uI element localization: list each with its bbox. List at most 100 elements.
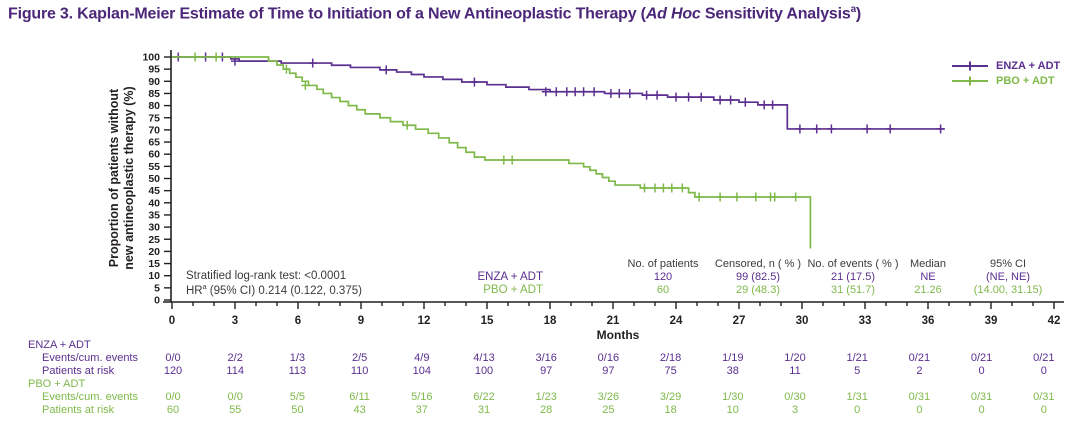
risk-value: 0/0	[165, 352, 181, 364]
risk-value: 114	[226, 365, 244, 377]
title-prefix: Figure 3. Kaplan-Meier Estimate of Time …	[8, 5, 646, 23]
risk-value: 0	[1040, 404, 1047, 416]
legend-label-pbo: PBO + ADT	[996, 74, 1055, 87]
risk-value: 0/0	[165, 391, 181, 403]
y-tick-label: 65	[148, 137, 160, 149]
logrank-text: Stratified log-rank test: <0.0001	[186, 270, 347, 282]
x-tick-label: 27	[733, 315, 746, 327]
x-tick-label: 36	[922, 315, 935, 327]
risk-value: 5/5	[289, 391, 306, 403]
risk-value: 0/30	[784, 391, 806, 403]
risk-row-label: Events/cum. events	[42, 391, 138, 403]
risk-value: 3	[791, 404, 799, 416]
risk-value: 4/9	[414, 352, 430, 364]
summary-header: Censored, n ( % )	[714, 258, 802, 270]
risk-value: 0/31	[1033, 391, 1055, 403]
risk-row-label: Patients at risk	[42, 404, 115, 416]
y-tick-label: 100	[142, 52, 160, 64]
risk-value: 5	[854, 365, 861, 377]
title-italic: Ad Hoc	[645, 5, 701, 23]
risk-value: 38	[726, 365, 739, 377]
summary-group-label-enza: ENZA + ADT	[477, 271, 543, 283]
title-close: )	[855, 5, 862, 23]
x-tick-label: 42	[1048, 315, 1061, 327]
summary-cell: 21.26	[914, 284, 942, 296]
risk-value: 3/29	[659, 391, 682, 403]
pbo-line-swatch-icon	[952, 76, 988, 85]
risk-value: 1/20	[784, 352, 806, 364]
risk-value: 0/21	[1033, 352, 1055, 364]
y-tick-label: 40	[148, 197, 160, 209]
risk-value: 11	[789, 365, 801, 377]
title-suffix: Sensitivity Analysis	[700, 5, 851, 23]
risk-value: 50	[291, 404, 304, 416]
y-tick-label: 15	[148, 258, 160, 270]
x-tick-label: 24	[670, 315, 683, 327]
risk-value: 97	[602, 365, 615, 377]
x-tick-label: 12	[418, 315, 431, 327]
risk-value: 100	[474, 365, 494, 377]
risk-group-label: PBO + ADT	[28, 378, 86, 390]
risk-group-label: ENZA + ADT	[28, 339, 91, 351]
y-tick-label: 55	[148, 161, 160, 173]
risk-value: 2/2	[227, 352, 243, 364]
x-tick-label: 0	[169, 315, 175, 327]
risk-value: 0/21	[970, 352, 993, 364]
summary-cell: 29 (48.3)	[735, 284, 781, 296]
risk-value: 2/5	[351, 352, 368, 364]
risk-value: 3/26	[597, 391, 620, 403]
x-tick-label: 3	[232, 315, 238, 327]
km-curve-pbo	[172, 56, 812, 249]
y-tick-label: 95	[148, 64, 160, 76]
x-tick-label: 15	[481, 315, 494, 327]
risk-value: 113	[288, 365, 307, 377]
y-tick-label: 45	[148, 185, 160, 197]
summary-cell: 60	[656, 284, 670, 296]
x-axis-label: Months	[596, 328, 640, 342]
risk-value: 31	[477, 404, 491, 416]
risk-value: 97	[540, 365, 553, 377]
risk-value: 60	[166, 404, 180, 416]
km-curve-enza	[172, 56, 945, 130]
risk-row-label: Patients at risk	[42, 365, 115, 377]
summary-cell: (14.00, 31.15)	[973, 284, 1043, 296]
risk-value: 120	[163, 365, 183, 377]
risk-value: 55	[229, 404, 242, 416]
summary-header: Median	[909, 258, 947, 270]
risk-value: 0	[916, 404, 923, 416]
risk-value: 18	[664, 404, 677, 416]
x-tick-label: 18	[544, 315, 557, 327]
risk-value: 0	[1040, 365, 1047, 377]
risk-value: 43	[353, 404, 366, 416]
x-tick-label: 6	[295, 315, 301, 327]
risk-value: 5/16	[411, 391, 433, 403]
y-tick-label: 20	[148, 246, 160, 258]
y-tick-label: 25	[148, 234, 160, 246]
risk-value: 104	[412, 365, 431, 377]
x-tick-label: 9	[358, 315, 364, 327]
risk-value: 2	[916, 365, 923, 377]
summary-cell: (NE, NE)	[986, 271, 1030, 283]
legend-item-pbo: PBO + ADT	[952, 73, 1060, 88]
y-tick-label: 60	[148, 149, 160, 161]
y-tick-label: 30	[148, 222, 160, 234]
risk-value: 1/31	[846, 391, 868, 403]
summary-header: No. of events ( % )	[807, 258, 899, 270]
y-tick-label: 70	[148, 124, 160, 136]
risk-value: 1/19	[722, 352, 744, 364]
risk-value: 37	[415, 404, 428, 416]
y-tick-label: 10	[148, 270, 160, 282]
title-footnote-marker: a	[850, 4, 857, 15]
risk-value: 1/30	[722, 391, 744, 403]
summary-header: No. of patients	[627, 258, 699, 270]
risk-value: 0	[978, 365, 985, 377]
y-tick-label: 50	[148, 173, 160, 185]
y-tick-label: 5	[154, 282, 160, 294]
risk-value: 75	[664, 365, 677, 377]
summary-header: 95% CI	[989, 258, 1027, 270]
y-tick-label: 90	[148, 76, 160, 88]
summary-cell: NE	[920, 271, 936, 283]
enza-line-swatch-icon	[952, 61, 988, 70]
risk-value: 10	[726, 404, 739, 416]
